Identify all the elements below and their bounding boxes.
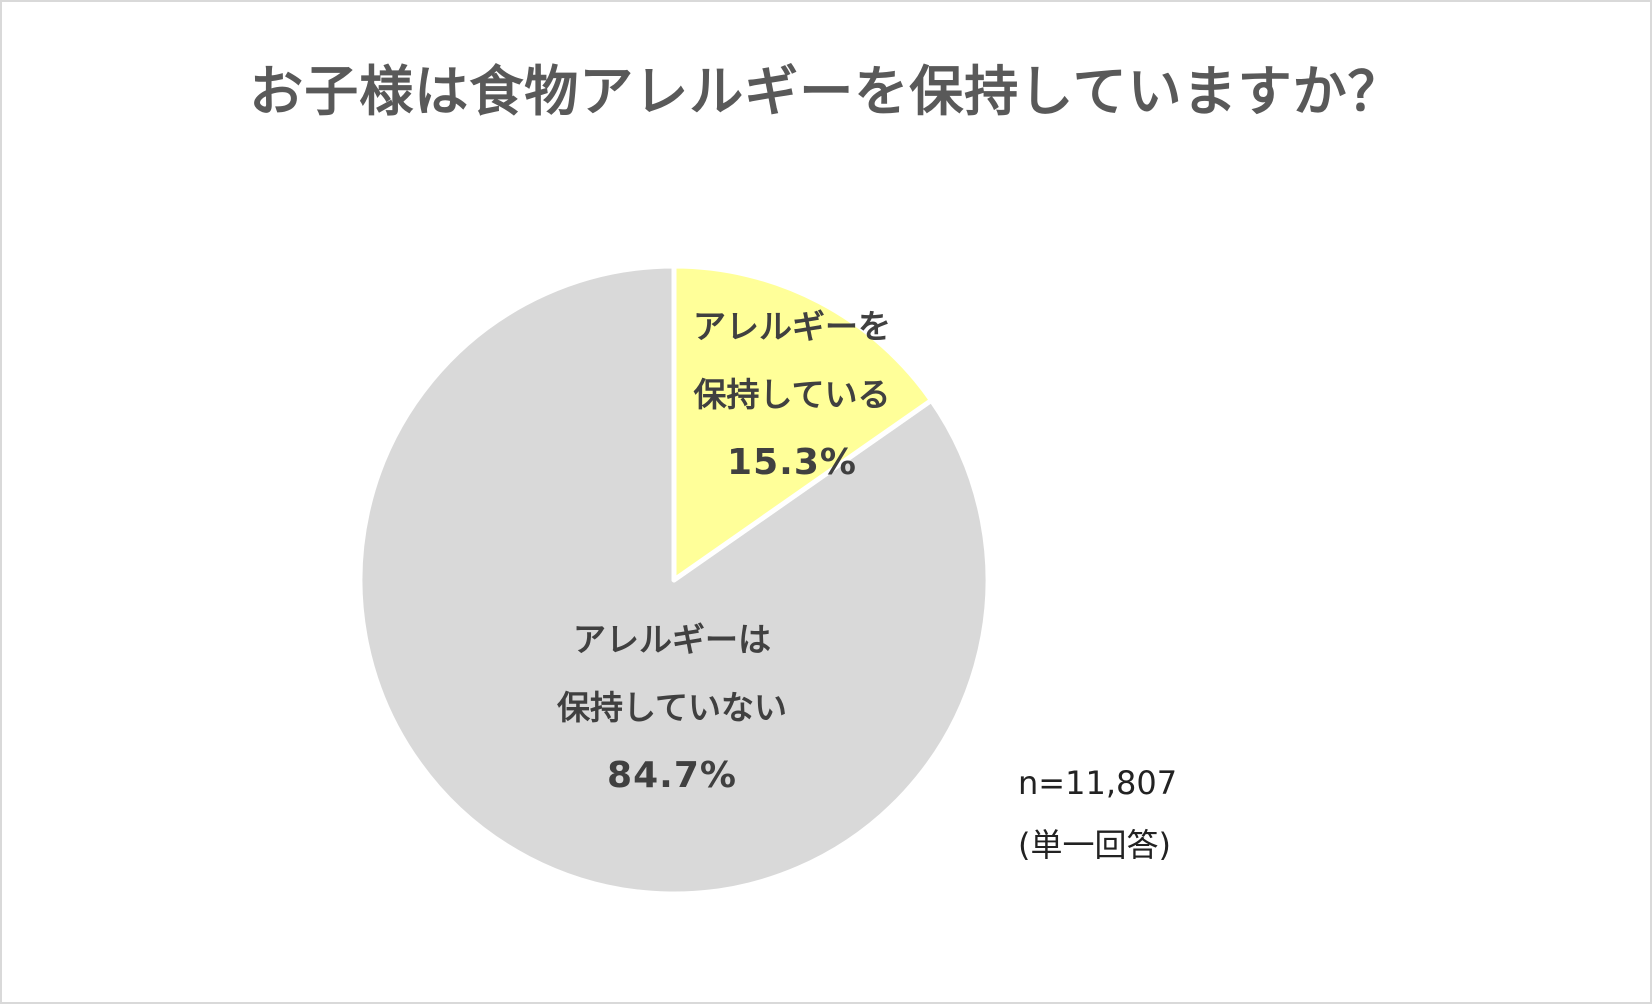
slice-label-no-allergy: アレルギーは 保持していない 84.7% — [557, 606, 787, 810]
chart-title: お子様は食物アレルギーを保持していますか？ — [249, 60, 1403, 123]
pie-slice-has-allergy — [671, 263, 934, 583]
pie-slice-no-allergy — [357, 263, 991, 897]
sample-size: n=11,807 — [1018, 764, 1178, 802]
sample-note: n=11,807 (単一回答) — [1018, 752, 1177, 876]
slice-percent: 84.7% — [607, 755, 737, 796]
slice-label-line2: 保持していない — [556, 688, 788, 727]
answer-type: (単一回答) — [1018, 826, 1171, 864]
slice-percent: 15.3% — [727, 442, 857, 483]
slice-label-line1: アレルギーを — [693, 307, 891, 346]
slice-label-line1: アレルギーは — [572, 620, 771, 659]
slice-label-has-allergy: アレルギーを 保持している 15.3% — [693, 293, 891, 497]
pie-slices — [357, 263, 991, 897]
slice-label-line2: 保持している — [693, 375, 891, 414]
